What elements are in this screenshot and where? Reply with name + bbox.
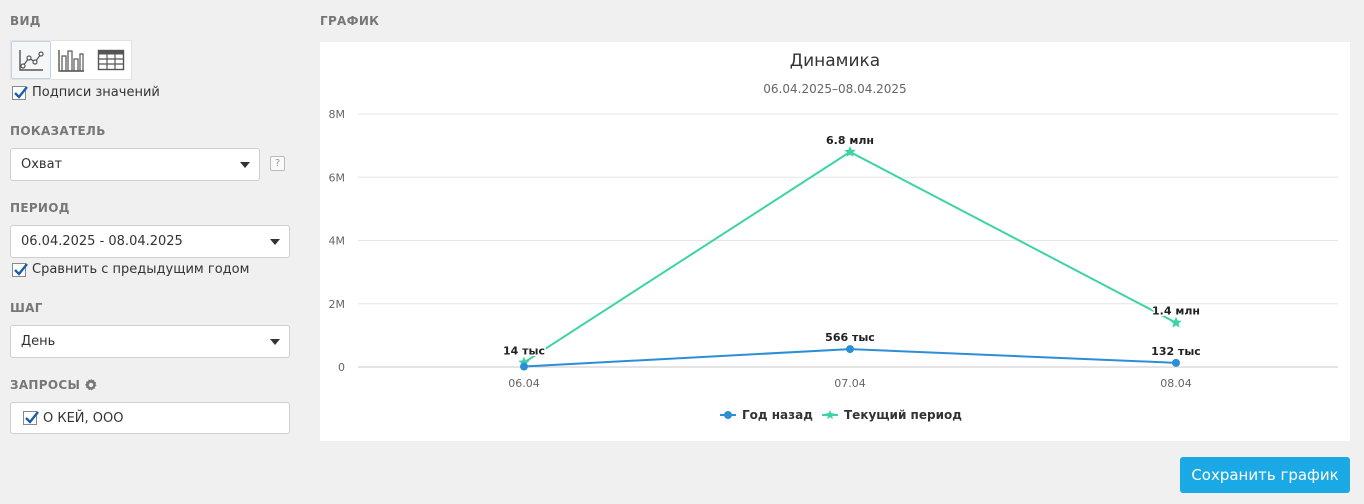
indicator-select[interactable]: Охват — [10, 148, 260, 181]
help-icon[interactable]: ? — [270, 156, 285, 171]
chevron-down-icon — [270, 239, 280, 245]
legend-item: Текущий период — [844, 408, 962, 422]
period-select-value: 06.04.2025 - 08.04.2025 — [21, 234, 183, 249]
line-chart-view-button[interactable] — [11, 41, 51, 79]
chevron-down-icon — [240, 162, 250, 168]
data-label: 132 тыс — [1151, 345, 1201, 358]
data-point — [844, 145, 856, 157]
step-select-value: День — [21, 334, 56, 349]
compare-previous-year-checkbox[interactable]: Сравнить с предыдущим годом — [12, 262, 249, 277]
data-point — [520, 362, 528, 371]
view-switch — [10, 40, 132, 80]
step-select[interactable]: День — [10, 325, 290, 358]
data-label: 1.4 млн — [1152, 305, 1200, 318]
data-label: 14 тыс — [503, 345, 545, 358]
data-point — [1170, 316, 1182, 328]
indicator-section-label: ПОКАЗАТЕЛЬ — [10, 124, 106, 138]
y-tick-label: 0 — [338, 361, 345, 374]
checkbox-checked-icon — [12, 262, 28, 277]
x-tick-label: 06.04 — [508, 377, 540, 390]
legend-marker — [724, 411, 732, 419]
y-tick-label: 2M — [329, 298, 346, 311]
value-labels-checkbox-label: Подписи значений — [32, 85, 160, 100]
line-chart: 0 2M 4M 6M 8M 06.04 07.04 08.04 566 тыс 132 тыс 14… — [329, 108, 1338, 422]
legend-item: Год назад — [742, 408, 813, 422]
chart-subtitle: 06.04.2025–08.04.2025 — [763, 82, 907, 96]
checkbox-checked-icon — [12, 85, 28, 100]
y-tick-label: 6M — [329, 171, 346, 184]
table-icon — [97, 49, 125, 71]
y-tick-label: 8M — [329, 108, 346, 121]
chart-panel: Динамика 06.04.2025–08.04.2025 0 2M 4M 6M 8M… — [320, 42, 1350, 441]
queries-section-label: ЗАПРОСЫ — [10, 378, 81, 392]
chevron-down-icon — [270, 339, 280, 345]
value-labels-checkbox[interactable]: Подписи значений — [12, 85, 160, 100]
bar-chart-icon — [58, 50, 84, 72]
query-item[interactable]: О КЕЙ, ООО — [10, 402, 290, 434]
x-tick-label: 08.04 — [1160, 377, 1192, 390]
y-tick-label: 4M — [329, 235, 346, 248]
chart-title: Динамика — [789, 51, 881, 71]
step-section-label: ШАГ — [10, 301, 43, 315]
query-item-label: О КЕЙ, ООО — [43, 410, 124, 426]
queries-section-header: ЗАПРОСЫ — [10, 378, 98, 392]
data-point — [1172, 358, 1180, 367]
data-label: 566 тыс — [825, 331, 875, 344]
data-point — [846, 345, 854, 354]
save-chart-button[interactable]: Сохранить график — [1180, 457, 1350, 493]
indicator-select-value: Охват — [21, 157, 63, 172]
legend-marker — [825, 410, 835, 420]
view-section-label: ВИД — [10, 14, 41, 28]
period-select[interactable]: 06.04.2025 - 08.04.2025 — [10, 225, 290, 258]
gear-icon[interactable] — [84, 378, 98, 392]
data-label: 6.8 млн — [826, 134, 874, 147]
bar-chart-view-button[interactable] — [51, 41, 91, 79]
checkbox-checked-icon — [23, 411, 39, 425]
table-view-button[interactable] — [91, 41, 131, 79]
period-section-label: ПЕРИОД — [10, 201, 70, 215]
chart-section-label: ГРАФИК — [320, 14, 380, 28]
line-chart-icon — [19, 50, 44, 71]
compare-checkbox-label: Сравнить с предыдущим годом — [32, 262, 250, 277]
x-tick-label: 07.04 — [834, 377, 866, 390]
